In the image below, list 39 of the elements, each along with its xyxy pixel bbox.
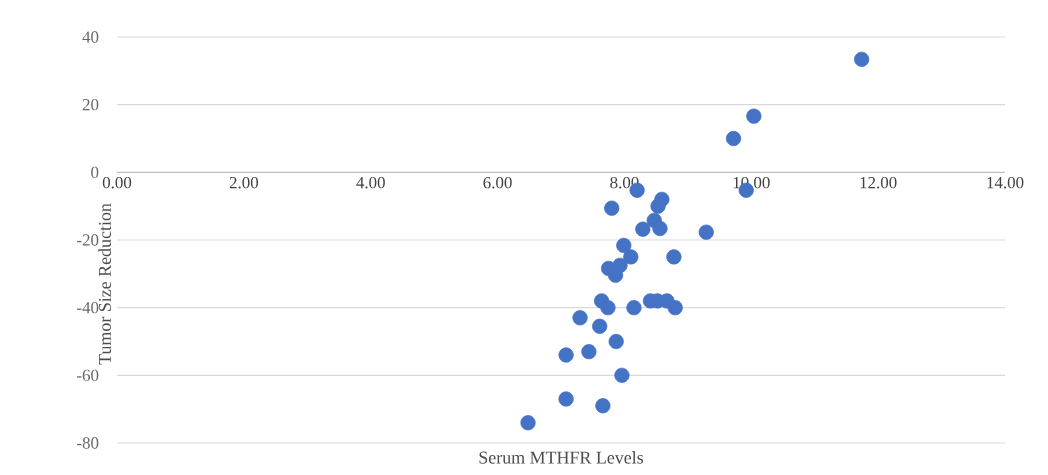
point: [520, 415, 536, 431]
y-tick-label: 0: [91, 166, 99, 179]
y-tick-label: -40: [77, 301, 99, 314]
point: [614, 367, 630, 383]
y-axis-title: Tumor Size Reduction: [98, 203, 111, 365]
point: [572, 310, 588, 326]
x-tick-label: 4.00: [356, 176, 385, 189]
point: [558, 347, 574, 363]
point: [608, 333, 624, 350]
point: [667, 300, 683, 316]
point: [635, 221, 651, 237]
point: [600, 300, 616, 316]
point: [604, 200, 620, 216]
point: [654, 191, 670, 207]
point: [725, 130, 742, 147]
point: [652, 220, 668, 237]
x-tick-label: 2.00: [229, 176, 259, 189]
y-tick-label: -80: [77, 437, 99, 449]
y-tick-label: -20: [77, 234, 99, 246]
y-tick-label: 20: [82, 98, 99, 111]
point: [592, 318, 608, 334]
point: [854, 51, 870, 67]
point: [746, 108, 762, 124]
x-tick-label: 14.00: [987, 176, 1024, 189]
y-tick-label: -60: [77, 369, 99, 382]
point: [626, 300, 642, 316]
x-tick-label: 0.00: [102, 176, 132, 189]
x-axis-title: Serum MTHFR Levels: [479, 451, 644, 464]
point: [581, 344, 597, 360]
point: [666, 249, 682, 265]
point: [616, 237, 632, 254]
point: [623, 249, 639, 265]
point: [558, 391, 574, 407]
point: [595, 398, 611, 414]
x-tick-label: 12.00: [860, 176, 897, 189]
point: [698, 224, 714, 240]
y-tick-label: 40: [82, 31, 99, 43]
x-tick-label: 6.00: [483, 176, 512, 189]
point: [612, 257, 628, 273]
